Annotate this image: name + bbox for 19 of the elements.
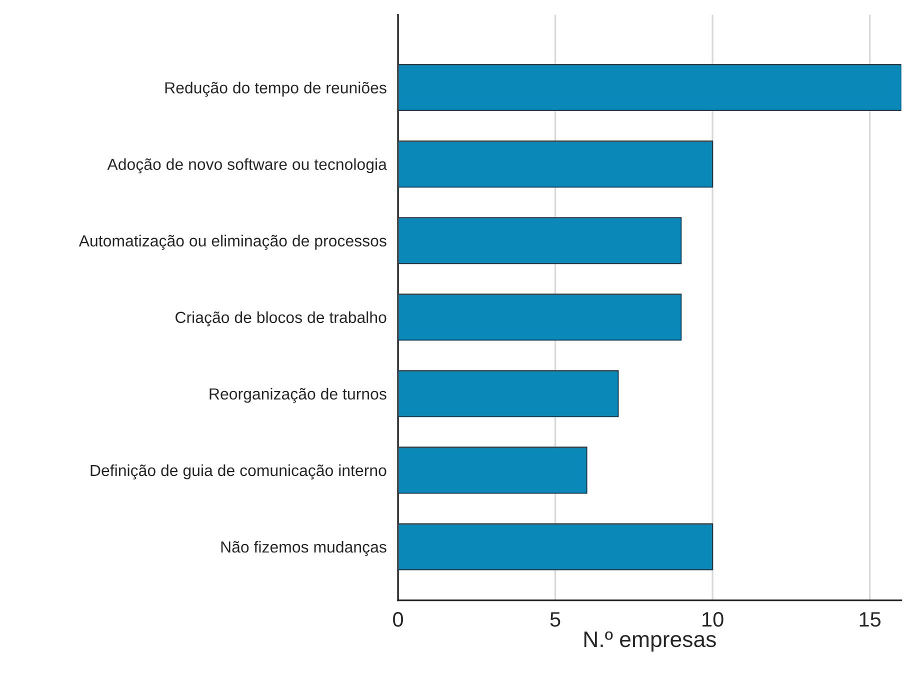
- bar: [398, 446, 588, 494]
- x-tick-label: 0: [393, 612, 404, 627]
- x-tick-label: 10: [702, 612, 724, 627]
- bar: [398, 140, 714, 188]
- x-tick-label: 15: [860, 612, 881, 627]
- bar: [398, 217, 682, 264]
- y-tick-label: Automatização ou eliminação de processos: [78, 234, 386, 250]
- y-tick-label: Não fizemos mudanças: [221, 540, 386, 556]
- y-tick-label: Redução do tempo de reuniões: [165, 82, 386, 97]
- y-tick-label: Criação de blocos de trabalho: [176, 311, 386, 326]
- bar: [398, 370, 619, 418]
- y-tick-label: Adoção de novo software ou tecnologia: [107, 158, 387, 174]
- y-tick-label: Reorganização de turnos: [210, 388, 386, 403]
- x-tick-label: 5: [550, 612, 560, 627]
- y-tick-label: Definição de guia de comunicação interno: [90, 464, 386, 480]
- bar: [398, 523, 714, 570]
- x-axis-title: N.º empresas: [584, 631, 716, 652]
- bar: [398, 294, 682, 341]
- bar: [398, 64, 902, 112]
